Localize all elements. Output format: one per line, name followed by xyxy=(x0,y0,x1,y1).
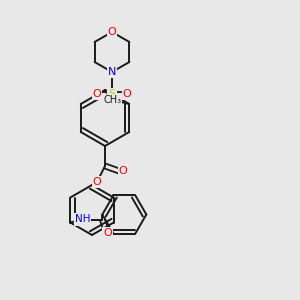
Text: CH₃: CH₃ xyxy=(103,95,121,105)
Text: O: O xyxy=(93,177,101,187)
Text: O: O xyxy=(118,166,127,176)
Text: NH: NH xyxy=(75,214,90,224)
Text: O: O xyxy=(103,229,112,238)
Text: N: N xyxy=(108,67,116,77)
Text: O: O xyxy=(108,27,116,37)
Text: O: O xyxy=(123,89,131,99)
Text: S: S xyxy=(108,89,116,99)
Text: O: O xyxy=(93,89,101,99)
